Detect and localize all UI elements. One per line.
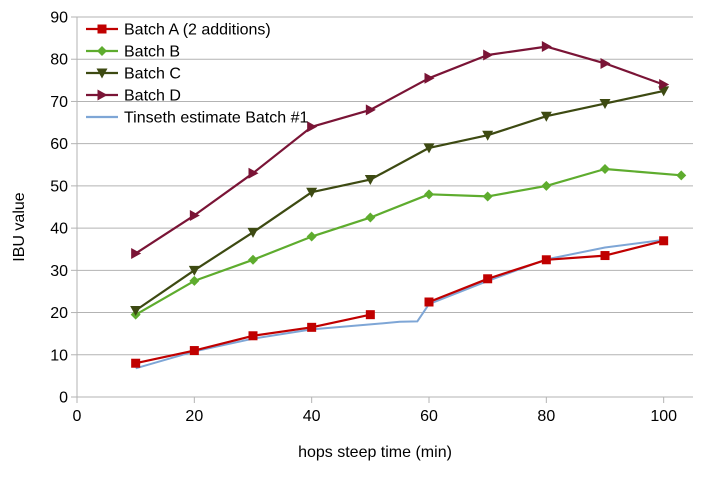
data-point [307, 121, 318, 133]
legend-item: Batch D [86, 88, 181, 105]
data-point [307, 322, 317, 332]
data-point [189, 275, 200, 286]
data-point [248, 167, 259, 179]
data-point [131, 247, 142, 259]
legend-label: Batch B [124, 44, 180, 61]
data-point [247, 227, 259, 238]
legend-swatch-marker [97, 46, 107, 56]
y-tick-label: 20 [50, 305, 68, 322]
y-tick-label: 70 [50, 94, 68, 111]
data-point [483, 49, 494, 61]
data-point [189, 209, 200, 221]
series-batch-c [130, 86, 670, 316]
legend-swatch-marker [96, 68, 108, 79]
data-point [600, 57, 611, 69]
series-batch-a-2-additions [131, 236, 669, 368]
data-point [364, 175, 376, 186]
series-tinseth-estimate-batch-1 [135, 238, 664, 370]
data-point [306, 231, 317, 242]
y-tick-label: 0 [59, 390, 68, 407]
data-point [659, 79, 670, 91]
data-point [130, 305, 142, 316]
y-tick-label: 10 [50, 347, 68, 364]
series-line [135, 89, 664, 312]
legend-label: Tinseth estimate Batch #1 [124, 110, 308, 127]
data-point [483, 274, 493, 284]
series-line [428, 239, 664, 304]
legend-label: Batch C [124, 66, 181, 83]
data-point [540, 111, 552, 122]
legend-swatch-marker [97, 89, 108, 101]
data-point [306, 187, 318, 198]
data-point [248, 254, 258, 265]
data-point [541, 180, 552, 191]
data-point [541, 255, 551, 265]
series-lines [130, 41, 687, 370]
legend-label: Batch A (2 additions) [124, 22, 271, 39]
x-tick-label: 40 [303, 408, 321, 425]
series-line [135, 167, 682, 316]
x-tick-label: 0 [73, 408, 82, 425]
x-tick-label: 100 [650, 408, 677, 425]
y-tick-label: 60 [50, 136, 68, 153]
data-point [189, 346, 199, 356]
legend: Batch A (2 additions) Batch B Batch C Batch… [86, 22, 308, 127]
y-tick-label: 30 [50, 263, 68, 280]
x-tick-label: 80 [537, 408, 555, 425]
data-point [423, 143, 435, 154]
data-point [365, 212, 376, 223]
y-tick-label: 40 [50, 221, 68, 238]
series-batch-d [131, 41, 670, 259]
data-point [482, 130, 494, 141]
y-tick-label: 50 [50, 178, 68, 195]
legend-item: Batch B [86, 44, 180, 61]
data-point [424, 72, 435, 84]
x-axis-label: hops steep time (min) [298, 444, 452, 461]
series-batch-b [130, 164, 687, 320]
data-point [676, 170, 687, 181]
legend-item: Batch A (2 additions) [86, 22, 271, 39]
series-line [135, 238, 664, 370]
data-point [131, 358, 141, 368]
series-line [135, 45, 665, 255]
x-tick-label: 60 [420, 408, 438, 425]
legend-label: Batch D [124, 88, 181, 105]
legend-swatch-marker [97, 24, 107, 34]
data-point [424, 297, 434, 307]
data-point [424, 189, 434, 200]
legend-item: Batch C [86, 66, 181, 83]
tick-labels: 0 10 20 30 40 50 60 70 80 90 0 20 40 60 80 100 [50, 10, 677, 426]
x-tick-label: 20 [185, 408, 203, 425]
y-axis-label: IBU value [11, 192, 28, 261]
y-tick-label: 80 [50, 52, 68, 69]
data-point [659, 236, 669, 246]
data-point [482, 191, 493, 202]
data-point [599, 99, 611, 110]
legend-item: Tinseth estimate Batch #1 [86, 110, 308, 127]
data-point [248, 331, 258, 341]
data-point [365, 104, 376, 116]
data-point [600, 164, 610, 174]
y-tick-label: 90 [50, 10, 68, 27]
data-point [188, 265, 200, 276]
data-point [600, 251, 610, 261]
data-point [365, 310, 375, 320]
data-point [541, 41, 552, 53]
